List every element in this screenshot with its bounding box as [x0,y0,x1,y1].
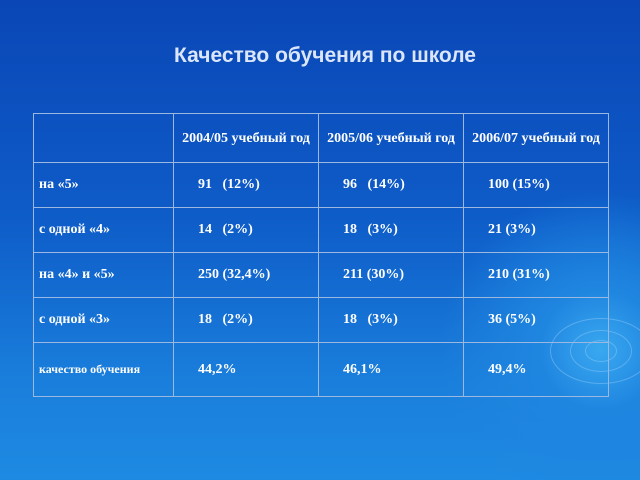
table-row: на «4» и «5» 250 (32,4%) 211 (30%) 210 (31%… [33,252,609,298]
table-row: на «5» 91 (12%) 96 (14%) 100 (15%) [33,162,609,208]
table-body: 2004/05 учебный год 2005/06 учебный год 20… [33,113,609,397]
header-row: 2004/05 учебный год 2005/06 учебный год 20… [33,113,609,163]
table-row: качество обучения 44,2% 46,1% 49,4% [33,342,609,397]
table-cell: 91 (12%) [173,162,319,208]
slide-title: Качество обучения по школе [174,44,476,67]
table-cell: 44,2% [173,342,319,397]
row-label: качество обучения [33,342,174,397]
row-label: на «5» [33,162,174,208]
table-row: с одной «3» 18 (2%) 18 (3%) 36 (5%) [33,297,609,343]
table-cell: 36 (5%) [463,297,609,343]
row-label: с одной «4» [33,207,174,253]
table-cell: 49,4% [463,342,609,397]
header-cell: 2005/06 учебный год [318,113,464,163]
row-label: на «4» и «5» [33,252,174,298]
table-cell: 100 (15%) [463,162,609,208]
table-cell: 250 (32,4%) [173,252,319,298]
corner-cell [33,113,174,163]
row-label: с одной «3» [33,297,174,343]
table-cell: 18 (3%) [318,297,464,343]
table-cell: 14 (2%) [173,207,319,253]
table-cell: 21 (3%) [463,207,609,253]
header-cell: 2006/07 учебный год [463,113,609,163]
table-cell: 210 (31%) [463,252,609,298]
table-cell: 46,1% [318,342,464,397]
table-cell: 96 (14%) [318,162,464,208]
table-row: с одной «4» 14 (2%) 18 (3%) 21 (3%) [33,207,609,253]
table-cell: 18 (2%) [173,297,319,343]
table-cell: 211 (30%) [318,252,464,298]
table: 2004/05 учебный год 2005/06 учебный год 20… [33,113,609,397]
table-cell: 18 (3%) [318,207,464,253]
header-cell: 2004/05 учебный год [173,113,319,163]
